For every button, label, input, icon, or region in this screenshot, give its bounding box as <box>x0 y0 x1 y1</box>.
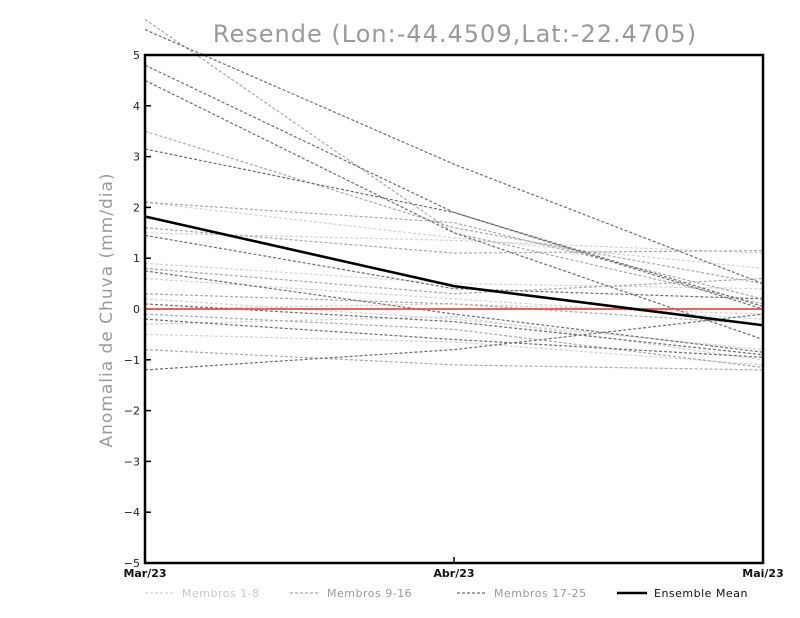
member-line-11 <box>144 201 764 300</box>
legend-label: Ensemble Mean <box>654 587 748 600</box>
y-tick-label: −5 <box>124 557 140 570</box>
member-line-22 <box>144 270 764 353</box>
member-line-7 <box>144 333 764 366</box>
x-tick-label: Abr/23 <box>433 567 474 580</box>
member-line-20 <box>144 148 764 308</box>
x-tick-label: Mar/23 <box>123 567 166 580</box>
member-line-24 <box>144 318 764 358</box>
ensemble-mean-line <box>144 215 764 327</box>
chart-title: Resende (Lon:-44.4509,Lat:-22.4705) <box>213 20 697 48</box>
ensemble-member-lines <box>144 18 764 371</box>
y-tick-label: 4 <box>133 100 140 113</box>
y-tick-label: 3 <box>133 151 140 164</box>
member-line-21 <box>144 234 764 300</box>
legend: Membros 1-8 Membros 9-16 Membros 17-25 Ense… <box>145 587 748 600</box>
member-line-5 <box>144 303 764 315</box>
y-tick-label: −4 <box>124 506 140 519</box>
member-line-16 <box>144 349 764 371</box>
y-tick-label: 5 <box>133 49 140 62</box>
y-tick-label: −1 <box>124 354 140 367</box>
y-tick-label: 0 <box>133 303 140 316</box>
member-line-9 <box>144 18 764 305</box>
member-line-17 <box>144 29 764 285</box>
plot-frame <box>143 53 765 565</box>
legend-label: Membros 9-16 <box>327 587 412 600</box>
member-line-23 <box>144 303 764 356</box>
member-line-1 <box>144 201 764 269</box>
y-tick-label: −3 <box>124 455 140 468</box>
member-line-2 <box>144 232 764 254</box>
y-axis-label: Anomalia de Chuva (mm/dia) <box>97 172 117 447</box>
member-line-3 <box>144 262 764 290</box>
member-line-6 <box>144 316 764 361</box>
member-line-13 <box>144 267 764 295</box>
member-line-18 <box>144 64 764 310</box>
x-tick-label: Mai/23 <box>742 567 783 580</box>
member-line-12 <box>144 227 764 254</box>
legend-label: Membros 1-8 <box>182 587 260 600</box>
x-axis-ticks: Mar/23 Abr/23 Mai/23 <box>123 557 784 580</box>
y-tick-label: 1 <box>133 252 140 265</box>
legend-label: Membros 17-25 <box>494 587 587 600</box>
y-tick-label: 2 <box>133 201 140 214</box>
member-line-15 <box>144 313 764 369</box>
y-tick-label: −2 <box>124 405 140 418</box>
member-line-10 <box>144 130 764 285</box>
member-line-8 <box>144 298 764 351</box>
member-line-14 <box>144 293 764 325</box>
member-line-25 <box>144 313 764 371</box>
member-line-19 <box>144 79 764 341</box>
